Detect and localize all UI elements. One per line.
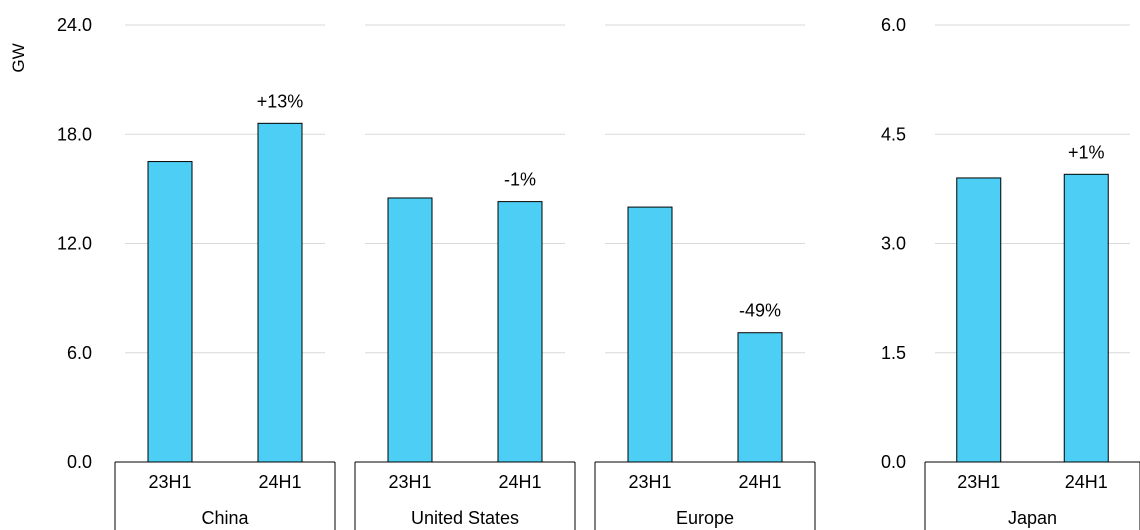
bar-europe-24h1: [737, 332, 783, 463]
y-tick-label: 24.0: [57, 15, 92, 35]
category-label: 23H1: [148, 472, 191, 492]
y-tick-label: 18.0: [57, 124, 92, 144]
y-tick-label: 0.0: [881, 452, 906, 472]
y-tick-label: 0.0: [67, 452, 92, 472]
category-label: 23H1: [957, 472, 1000, 492]
change-annotation-china: +13%: [257, 91, 304, 111]
labels: 0.0 6.0 12.0 18.0 24.0 23H1 24H1 +13% China 23H1 2…: [57, 15, 1108, 528]
bar-united-states-23h1: [387, 197, 433, 463]
category-label: 24H1: [738, 472, 781, 492]
y-tick-label: 3.0: [881, 234, 906, 254]
y-tick-label: 12.0: [57, 234, 92, 254]
group-label-japan: Japan: [1008, 508, 1057, 528]
bar-united-states-24h1: [497, 201, 543, 463]
category-label: 24H1: [258, 472, 301, 492]
bar-china-24h1: [257, 122, 303, 463]
group-label-europe: Europe: [676, 508, 734, 528]
bar-japan-24h1: [1063, 173, 1109, 463]
group-label-united-states: United States: [411, 508, 519, 528]
category-label: 23H1: [388, 472, 431, 492]
bar-china-23h1: [147, 161, 193, 463]
bars: [147, 122, 1109, 463]
y-tick-label: 1.5: [881, 343, 906, 363]
bar-japan-23h1: [956, 177, 1002, 463]
y-tick-label: 6.0: [67, 343, 92, 363]
y-tick-label: 4.5: [881, 124, 906, 144]
y-tick-label: 6.0: [881, 15, 906, 35]
category-label: 23H1: [628, 472, 671, 492]
change-annotation-united-states: -1%: [504, 170, 536, 190]
change-annotation-japan: +1%: [1068, 142, 1105, 162]
category-label: 24H1: [498, 472, 541, 492]
y-axis-label: GW: [9, 43, 28, 72]
bar-europe-23h1: [627, 206, 673, 463]
change-annotation-europe: -49%: [739, 301, 781, 321]
group-label-china: China: [201, 508, 249, 528]
category-label: 24H1: [1065, 472, 1108, 492]
